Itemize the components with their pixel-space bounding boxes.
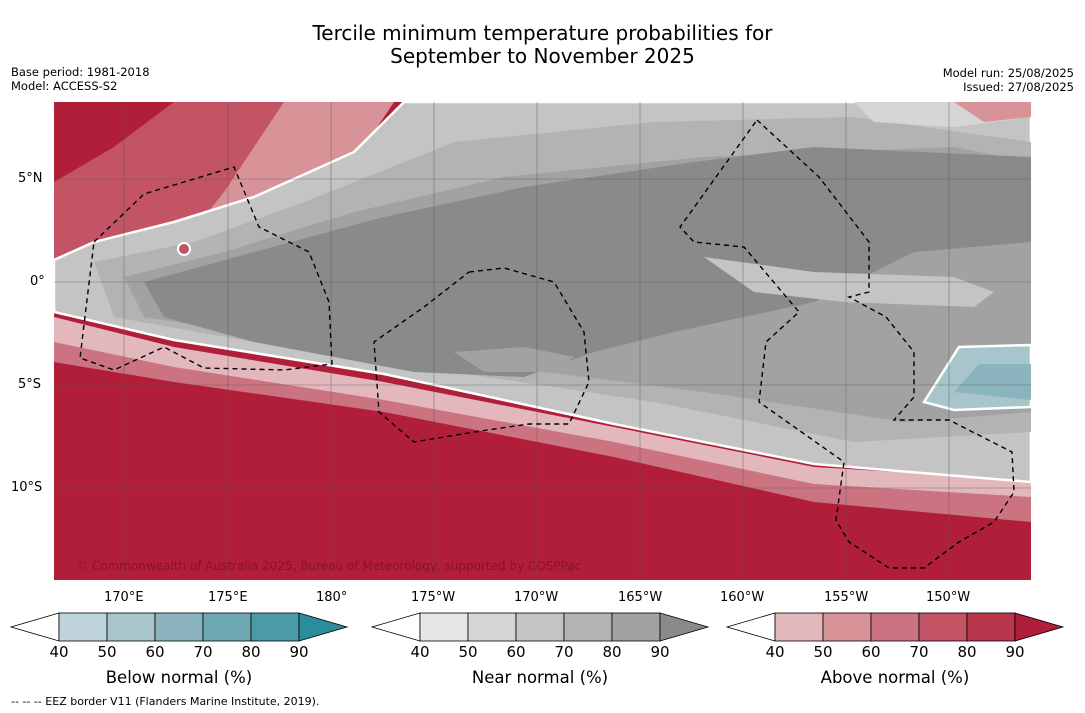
title-line-1: Tercile minimum temperature probabilitie… (312, 21, 773, 45)
colorbar-tick-label: 60 (145, 643, 165, 661)
colorbar-tick-label: 60 (861, 643, 881, 661)
colorbar-extend-left (9, 612, 60, 642)
lon-label-155w: 155°W (824, 590, 869, 605)
above-normal-title: Above normal (%) (820, 668, 970, 687)
colorbar-tick-label: 40 (410, 643, 430, 661)
colorbar-segment (822, 612, 872, 642)
above-normal-colorbar (725, 612, 1065, 642)
colorbar-tick-label: 40 (49, 643, 69, 661)
copyright-text: © Commonwealth of Australia 2025, Bureau… (76, 559, 581, 573)
near-90-band (144, 147, 1031, 377)
colorbar-segment (467, 612, 517, 642)
colorbar-extend-left (725, 612, 776, 642)
colorbar-segment (202, 612, 252, 642)
eez-line-islands (679, 118, 1015, 569)
title-line-2: September to November 2025 (390, 44, 695, 68)
colorbar-segment (870, 612, 920, 642)
lon-label-180: 180° (316, 590, 348, 605)
lon-label-160w: 160°W (720, 590, 765, 605)
island-marker (177, 242, 191, 256)
eez-borders (79, 118, 1015, 569)
colorbar-tick-label: 60 (506, 643, 526, 661)
lon-label-170e: 170°E (104, 590, 144, 605)
colorbar-tick-label: 40 (765, 643, 785, 661)
lat-label-5n: 5°N (18, 171, 43, 186)
lat-label-10s: 10°S (11, 480, 43, 495)
colorbar-segment (154, 612, 204, 642)
colorbar-tick-label: 90 (650, 643, 670, 661)
colorbar-tick-label: 80 (241, 643, 261, 661)
colorbar-segment (611, 612, 661, 642)
model-name: Model: ACCESS-S2 (11, 79, 118, 93)
map-title: Tercile minimum temperature probabilitie… (0, 22, 1085, 68)
meta-left: Base period: 1981-2018 Model: ACCESS-S2 (11, 65, 150, 93)
colorbar-tick-label: 90 (289, 643, 309, 661)
meta-right: Model run: 25/08/2025 Issued: 27/08/2025 (943, 66, 1074, 94)
base-period: Base period: 1981-2018 (11, 65, 150, 79)
colorbar-tick-label: 80 (957, 643, 977, 661)
near-normal-colorbar (370, 612, 710, 642)
above-40-band-south (54, 317, 1031, 497)
eez-tuvalu (79, 166, 333, 371)
colorbar-segment (918, 612, 968, 642)
colorbar-tick-label: 80 (602, 643, 622, 661)
colorbar-tick-label: 70 (193, 643, 213, 661)
lon-label-175e: 175°E (208, 590, 248, 605)
eez-phoenix (373, 267, 590, 443)
lat-label-0: 0° (30, 274, 45, 289)
model-run: Model run: 25/08/2025 (942, 66, 1074, 80)
colorbar-tick-label: 50 (97, 643, 117, 661)
issued-date: Issued: 27/08/2025 (963, 80, 1074, 94)
colorbars (9, 612, 1065, 642)
lon-label-170w: 170°W (514, 590, 559, 605)
lat-label-5s: 5°S (18, 377, 42, 392)
colorbar-segment (563, 612, 613, 642)
colorbar-tick-label: 50 (458, 643, 478, 661)
eez-footnote: -- -- -- EEZ border V11 (Flanders Marine… (11, 695, 320, 708)
colorbar-segment (515, 612, 565, 642)
near-80-patch-center (454, 347, 574, 372)
colorbar-extend-right (659, 612, 710, 642)
above-50-patch-northeast (954, 102, 1031, 122)
colorbar-segment (250, 612, 300, 642)
lon-label-175w: 175°W (411, 590, 456, 605)
below-normal-colorbar (9, 612, 349, 642)
colorbar-tick-label: 70 (909, 643, 929, 661)
colorbar-extend-right (298, 612, 349, 642)
colorbar-tick-label: 90 (1005, 643, 1025, 661)
lon-label-150w: 150°W (926, 590, 971, 605)
below-normal-title: Below normal (%) (105, 668, 253, 687)
lon-label-165w: 165°W (618, 590, 663, 605)
graticule (54, 102, 1031, 580)
probability-map: © Commonwealth of Australia 2025, Bureau… (54, 102, 1031, 580)
colorbar-segment (58, 612, 108, 642)
colorbar-segment (774, 612, 824, 642)
colorbar-segment (106, 612, 156, 642)
colorbar-extend-left (370, 612, 421, 642)
colorbar-tick-label: 50 (813, 643, 833, 661)
colorbar-extend-right (1014, 612, 1065, 642)
colorbar-tick-label: 70 (554, 643, 574, 661)
colorbar-segment (966, 612, 1016, 642)
below-60-patch (954, 364, 1031, 400)
colorbar-segment (419, 612, 469, 642)
near-normal-title: Near normal (%) (471, 668, 609, 687)
